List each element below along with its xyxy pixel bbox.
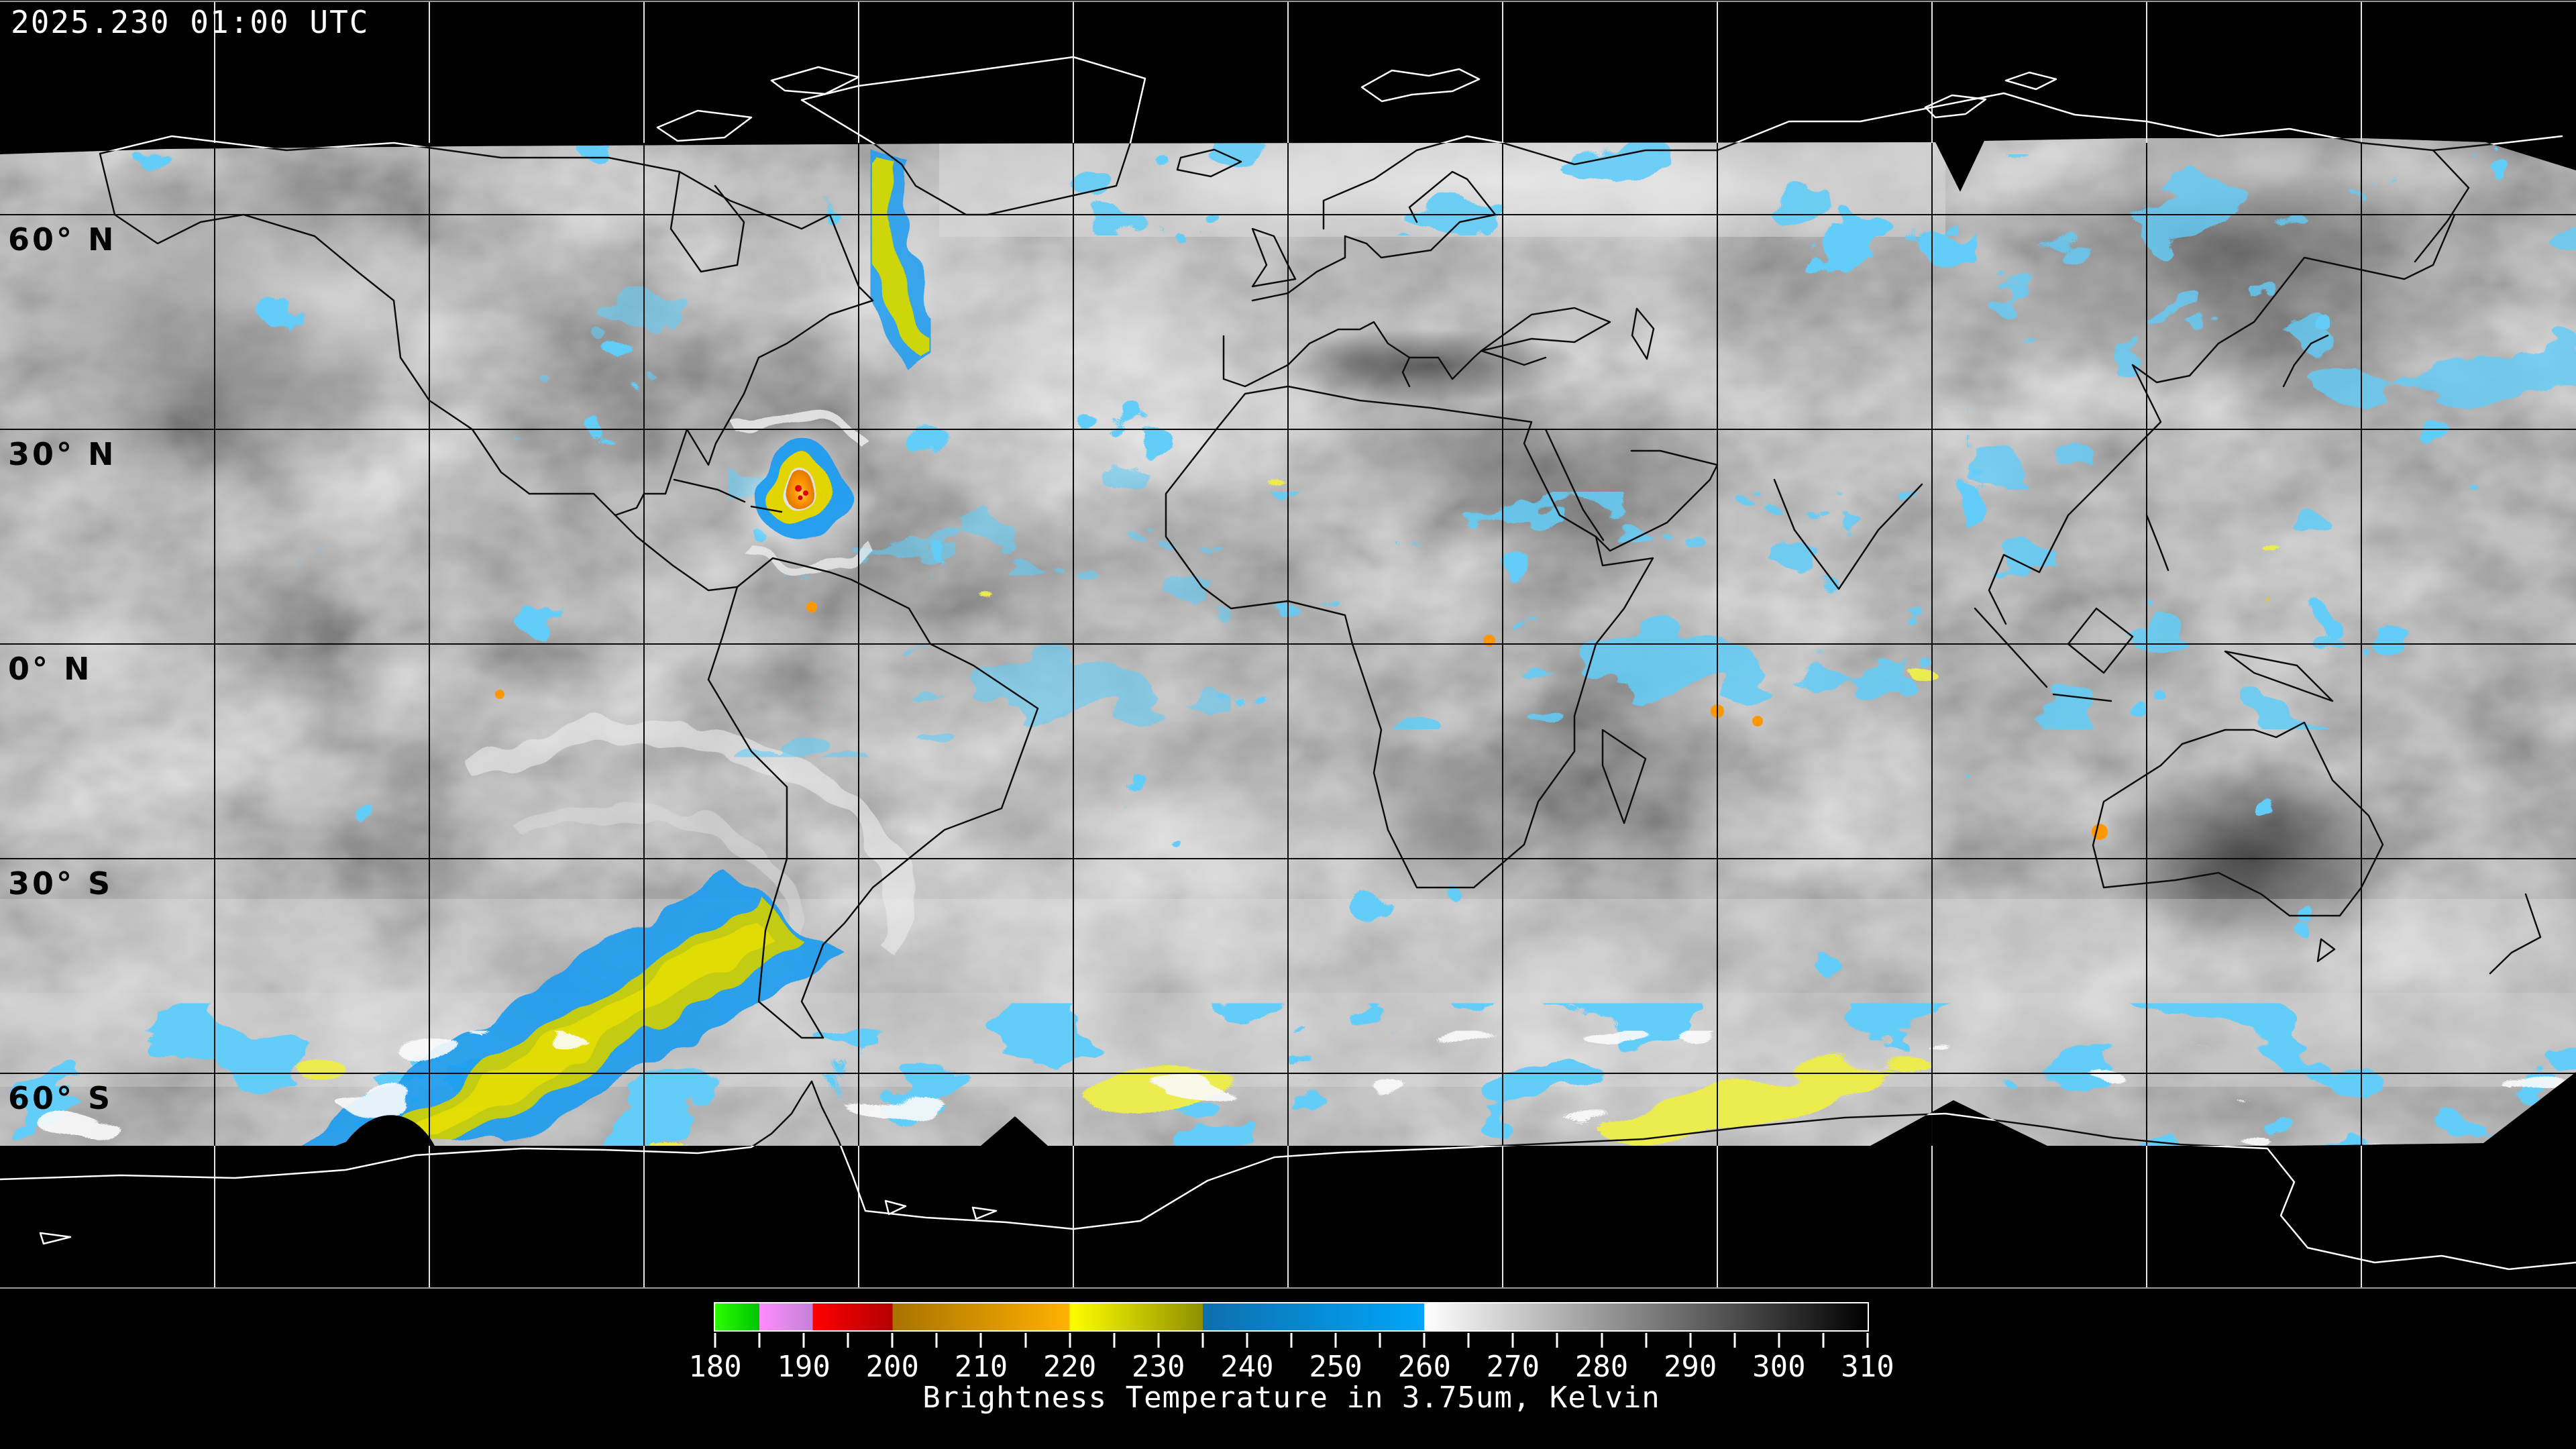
colorbar-tick — [1822, 1333, 1825, 1348]
colorbar-tick — [1866, 1333, 1869, 1348]
graticule — [0, 1, 2576, 1289]
colorbar-ticks — [714, 1333, 1869, 1348]
colorbar-tick — [1511, 1333, 1514, 1348]
latitude-label-0n: 0° N — [8, 651, 93, 687]
colorbar-tick-label: 290 — [1663, 1350, 1717, 1384]
colorbar-tick — [1334, 1333, 1337, 1348]
colorbar-tick — [1024, 1333, 1027, 1348]
colorbar-tick-label: 200 — [865, 1350, 920, 1384]
latitude-label-60n: 60° N — [8, 221, 117, 258]
latitude-label-30s: 30° S — [8, 865, 113, 902]
colorbar-tick — [802, 1333, 805, 1348]
colorbar-tick — [714, 1333, 716, 1348]
colorbar-tick — [758, 1333, 761, 1348]
colorbar-tick-label: 240 — [1220, 1350, 1274, 1384]
colorbar-tick — [1645, 1333, 1648, 1348]
colorbar-tick-label: 250 — [1309, 1350, 1362, 1384]
colorbar-tick — [891, 1333, 894, 1348]
colorbar-tick-label: 210 — [954, 1350, 1008, 1384]
colorbar-tick-labels: 180 190 200 210 220 230 240 250 260 270 280 290 300 3… — [688, 1350, 1894, 1384]
colorbar-tick-label: 280 — [1574, 1350, 1629, 1384]
timestamp-label: 2025.230 01:00 UTC — [11, 4, 370, 40]
colorbar-tick — [1157, 1333, 1160, 1348]
colorbar-tick — [1467, 1333, 1470, 1348]
colorbar-tick-label: 220 — [1042, 1350, 1097, 1384]
colorbar-tick-label: 180 — [688, 1350, 742, 1384]
colorbar-tick — [1423, 1333, 1426, 1348]
colorbar-tick — [1379, 1333, 1381, 1348]
colorbar-tick — [935, 1333, 938, 1348]
colorbar-tick-label: 310 — [1841, 1350, 1894, 1384]
colorbar-tick-label: 190 — [777, 1350, 830, 1384]
colorbar-gradient — [715, 1303, 1868, 1330]
colorbar-title: Brightness Temperature in 3.75um, Kelvin — [922, 1381, 1660, 1415]
latitude-label-30n: 30° N — [8, 436, 117, 472]
colorbar-tick — [1689, 1333, 1692, 1348]
colorbar-tick — [979, 1333, 982, 1348]
colorbar-tick — [1778, 1333, 1780, 1348]
colorbar-tick — [1069, 1333, 1071, 1348]
colorbar — [714, 1302, 1869, 1332]
colorbar-tick — [1113, 1333, 1116, 1348]
colorbar-tick — [1201, 1333, 1204, 1348]
colorbar-tick-label: 300 — [1752, 1350, 1806, 1384]
colorbar-tick-label: 230 — [1132, 1350, 1185, 1384]
colorbar-tick-label: 260 — [1397, 1350, 1451, 1384]
colorbar-tick-label: 270 — [1486, 1350, 1540, 1384]
colorbar-tick — [1556, 1333, 1558, 1348]
colorbar-tick — [1733, 1333, 1736, 1348]
latitude-label-60s: 60° S — [8, 1080, 113, 1116]
colorbar-tick — [1601, 1333, 1603, 1348]
colorbar-tick — [1246, 1333, 1248, 1348]
colorbar-tick — [1290, 1333, 1293, 1348]
hurricane — [725, 407, 875, 575]
colorbar-tick — [847, 1333, 849, 1348]
